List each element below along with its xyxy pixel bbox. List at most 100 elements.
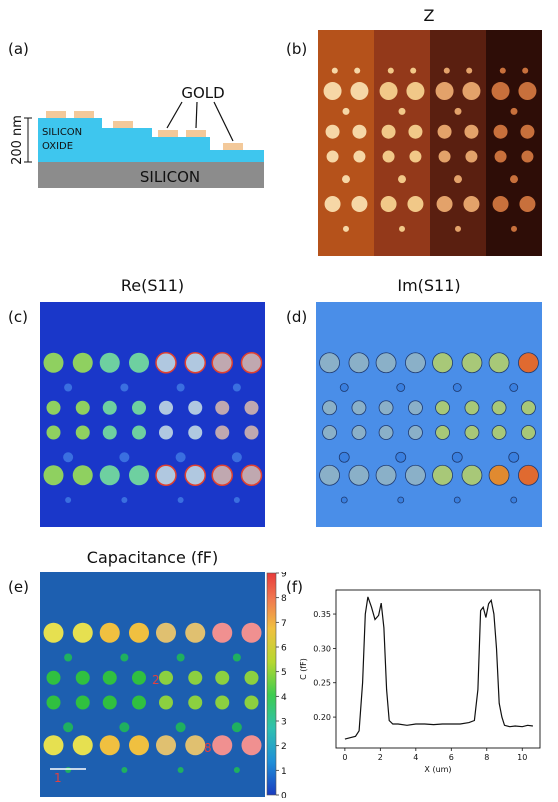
gold-pad-dot: [352, 124, 367, 139]
pad-dot: [185, 622, 206, 643]
gold-pad-dot: [323, 82, 342, 101]
gold-pad-dot: [436, 196, 453, 213]
panel-c-title: Re(S11): [120, 276, 185, 295]
pad-dot: [432, 464, 453, 486]
x-tick-label: 4: [413, 753, 418, 762]
pad-dot: [432, 352, 453, 374]
capacitance-profile-line: [344, 596, 533, 740]
pad-dot: [75, 400, 90, 415]
substrate-label: SILICON: [140, 168, 200, 186]
pad-dot: [240, 464, 263, 486]
pad-dot: [518, 464, 539, 486]
pad-dot: [99, 465, 120, 486]
gold-pad-dot: [455, 225, 461, 232]
marker-8-label: 8: [204, 741, 212, 755]
pad-dot: [188, 670, 203, 685]
pad-dot: [121, 497, 128, 503]
pad-dot: [351, 400, 367, 416]
re-s11-map: [40, 302, 265, 527]
gold-pad-dot: [454, 107, 462, 115]
pad-dot: [322, 400, 337, 416]
pad-dot: [233, 767, 240, 773]
pad-dot: [64, 383, 73, 392]
pad-dot: [488, 464, 510, 486]
topography-column: [430, 30, 487, 256]
gold-pad-dot: [342, 175, 350, 184]
pad-dot: [129, 352, 149, 373]
pad-dot: [99, 735, 120, 756]
pad-dot: [408, 400, 423, 416]
colorbar-tick-label: 8: [281, 594, 287, 604]
pad-dot: [177, 497, 184, 503]
gold-pad: [223, 143, 243, 150]
gold-pad-dot: [511, 225, 517, 232]
gold-pad-dot: [454, 175, 462, 184]
pad-dot: [244, 695, 259, 710]
gold-pad-dot: [408, 124, 423, 139]
pad-dot: [319, 464, 340, 486]
gold-pad-dot: [354, 67, 361, 74]
topography-map: [318, 30, 542, 256]
gold-pad-dot: [398, 175, 406, 184]
pad-dot: [102, 670, 117, 685]
cross-section-diagram: 200 nm SILICON OXIDE SILICON GOLD: [10, 84, 264, 188]
gold-pad-dot: [465, 150, 478, 163]
pad-dot: [396, 383, 406, 392]
gold-pad-dot: [462, 82, 481, 101]
marker-2-label: 2: [152, 673, 160, 687]
capacitance-profile-chart: 0 2 4 6 8 10 0.20 0.25 0.30 0.35 X (um) C (fF): [299, 589, 541, 774]
silicon-substrate: [38, 162, 264, 188]
pad-dot: [159, 670, 173, 685]
topography-column: [374, 30, 431, 256]
pad-dot: [461, 464, 483, 486]
pad-dot: [46, 670, 61, 685]
pad-dot: [215, 400, 230, 415]
gold-pad-dot: [350, 82, 369, 101]
gold-pad-dot: [379, 82, 398, 101]
pad-dot: [338, 451, 350, 463]
colorbar-gradient: [266, 572, 277, 796]
pad-dot: [435, 425, 450, 440]
gold-pad-dot: [325, 124, 340, 139]
pad-dot: [509, 383, 519, 392]
panel-e-title: Capacitance (fF): [86, 548, 219, 567]
panel-b-label: (b): [286, 40, 308, 58]
capacitance-background: [40, 572, 265, 797]
x-tick-label: 0: [342, 753, 347, 762]
pad-dot: [464, 400, 480, 416]
gold-pad-dot: [493, 124, 508, 139]
pad-dot: [99, 352, 120, 373]
silicon-oxide-layer: [38, 118, 264, 162]
pad-dot: [340, 496, 348, 504]
pad-dot: [452, 383, 462, 392]
pad-dot: [75, 695, 90, 710]
pad-dot: [43, 622, 64, 643]
pad-dot: [508, 451, 520, 463]
pad-dot: [232, 383, 241, 392]
panel-d-title: Im(S11): [397, 276, 461, 295]
panel-b-title: Z: [423, 6, 435, 25]
pad-dot: [405, 352, 426, 374]
pad-dot: [244, 400, 259, 415]
gold-pad-dot: [519, 196, 536, 213]
gold-pad-dot: [499, 67, 506, 74]
panel-c-label: (c): [8, 308, 28, 326]
gold-pad-dot: [437, 124, 452, 139]
pad-dot: [408, 425, 423, 440]
colorbar-tick-label: 9: [281, 572, 287, 580]
pad-dot: [375, 464, 397, 486]
gold-pad-dot: [518, 82, 537, 101]
panel-a-label: (a): [8, 40, 29, 58]
pad-dot: [65, 767, 72, 773]
pad-dot: [132, 695, 146, 710]
pad-dot: [99, 622, 120, 643]
pad-dot: [159, 695, 173, 710]
pad-dot: [43, 465, 64, 486]
gold-pad: [186, 130, 206, 137]
colorbar-tick-label: 1: [281, 767, 287, 777]
colorbar-tick-label: 6: [281, 644, 287, 654]
pad-dot: [156, 622, 176, 643]
gold-pad-dot: [342, 107, 350, 115]
pad-dot: [177, 767, 184, 773]
pad-dot: [65, 497, 72, 503]
